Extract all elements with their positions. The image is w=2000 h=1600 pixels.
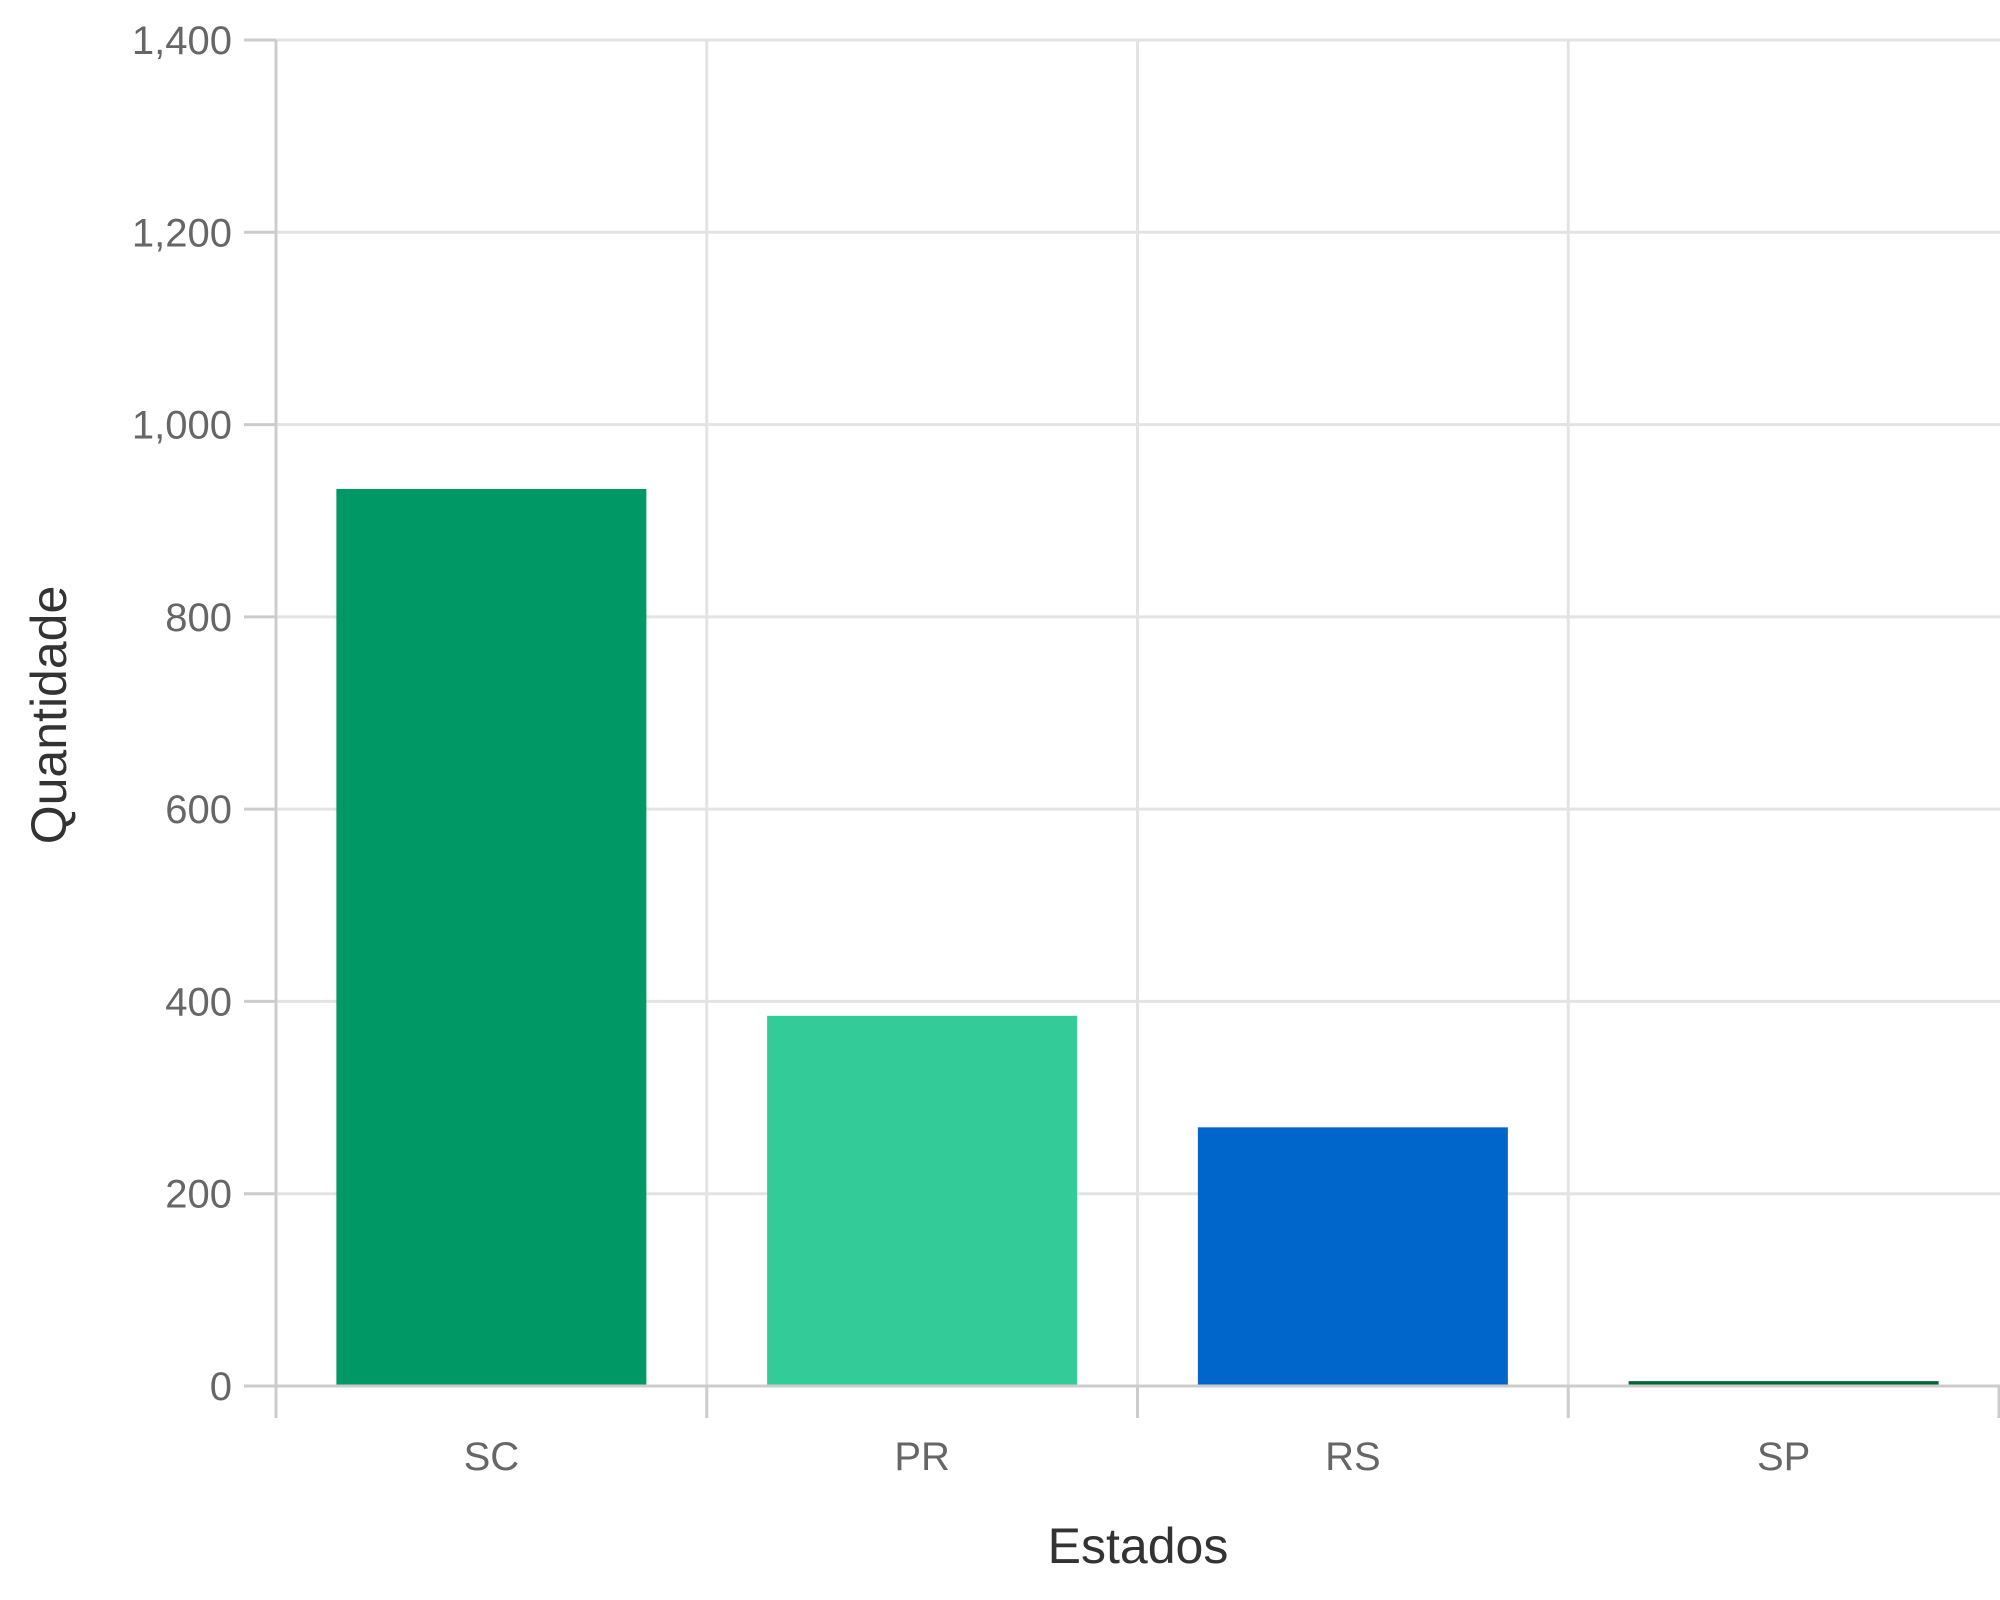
y-tick-label: 1,200 [132, 211, 232, 255]
y-tick-label: 600 [165, 788, 232, 832]
y-tick-label: 200 [165, 1173, 232, 1217]
y-tick-label: 800 [165, 596, 232, 640]
y-tick-label: 400 [165, 980, 232, 1024]
x-tick-label: PR [894, 1435, 950, 1479]
x-tick-labels: SC PR RS SP [464, 1435, 1811, 1479]
y-tick-label: 0 [210, 1365, 232, 1409]
y-tick-label: 1,000 [132, 404, 232, 448]
bar-sc [336, 488, 647, 1388]
axes [244, 38, 2000, 1418]
bar-pr [767, 1015, 1078, 1387]
x-tick-label: RS [1325, 1435, 1381, 1479]
x-tick-label: SP [1757, 1435, 1810, 1479]
y-tick-labels: 0 200 400 600 800 1,000 1,200 1,400 [132, 19, 232, 1409]
y-axis-title: Quantidade [21, 586, 77, 845]
x-axis-title: Estados [1048, 1518, 1229, 1574]
bar-rs [1197, 1127, 1508, 1388]
x-tick-label: SC [464, 1435, 520, 1479]
y-tick-label: 1,400 [132, 19, 232, 63]
